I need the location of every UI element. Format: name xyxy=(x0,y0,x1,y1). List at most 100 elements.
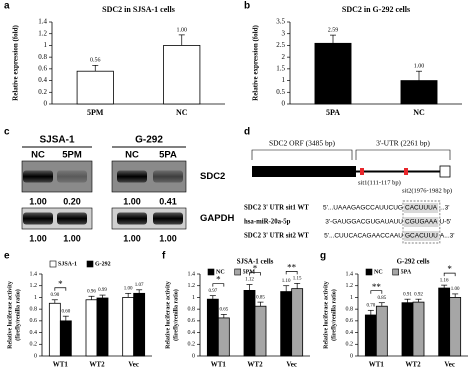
bar xyxy=(243,289,256,357)
value-label: 0.85 xyxy=(256,295,265,300)
sequence-prefix: 5'...CUUCACAGAACCAAU xyxy=(324,233,403,240)
y-tick-label: 0.8 xyxy=(38,53,47,61)
value-label: 0.56 xyxy=(90,58,101,64)
x-tick-label: WT1 xyxy=(53,361,69,369)
y-tick-label: 0.6 xyxy=(38,64,47,72)
value-label: 0.91 xyxy=(403,292,412,297)
x-tick-label: Vec xyxy=(286,361,297,369)
panel-label: a xyxy=(4,1,10,12)
value-label: 0.60 xyxy=(61,309,70,314)
bar xyxy=(133,292,146,357)
value-label: 1.15 xyxy=(293,277,302,282)
y-tick-label: 1 xyxy=(350,295,353,301)
sequence-seed: GCACUUU xyxy=(405,233,438,240)
bar xyxy=(206,298,219,357)
significance-label: * xyxy=(253,264,258,274)
y-tick-label: 1.2 xyxy=(188,283,196,289)
legend-label: NC xyxy=(374,269,383,275)
panel-label: b xyxy=(244,1,250,12)
bar xyxy=(254,305,267,357)
y-tick-label: 3.5 xyxy=(276,18,285,26)
error-bar xyxy=(99,294,106,299)
y-tick-label: 1.4 xyxy=(30,271,38,277)
y-tick-label: 0.6 xyxy=(346,318,354,324)
legend-swatch xyxy=(49,260,57,268)
bar xyxy=(59,320,72,357)
x-tick-label: Vec xyxy=(444,361,455,369)
bar xyxy=(48,302,61,357)
legend-swatch xyxy=(86,260,94,268)
error-bar xyxy=(257,301,264,307)
y-tick-label: 2.5 xyxy=(276,41,285,49)
value-label: 0.70 xyxy=(366,303,375,308)
error-bar xyxy=(330,34,336,44)
value-label: 1.00 xyxy=(451,287,460,292)
value-label: 0.65 xyxy=(219,308,228,313)
y-tick-label: 1 xyxy=(192,295,195,301)
error-bar xyxy=(246,284,253,291)
orf-bracket xyxy=(251,149,353,160)
y-axis-label: Relative expression (fold) xyxy=(252,24,260,100)
value-label: 0.85 xyxy=(377,296,386,301)
blot-band xyxy=(117,212,147,225)
bar xyxy=(163,45,201,105)
significance-bracket xyxy=(285,271,298,275)
error-bar xyxy=(294,283,301,289)
bar xyxy=(401,302,414,357)
y-axis-label: (firefly/renilla ratio) xyxy=(172,289,179,341)
legend-swatch xyxy=(365,268,373,276)
bar xyxy=(96,297,109,357)
error-bar xyxy=(416,70,422,81)
seed-highlight xyxy=(404,231,439,241)
x-tick-label: WT2 xyxy=(89,361,105,369)
sequence-suffix: A...3' xyxy=(440,233,455,240)
y-tick-label: 1 xyxy=(44,41,48,49)
row-name: hsa-miR-20a-5p xyxy=(244,219,291,226)
y-tick-label: 0.2 xyxy=(38,88,47,96)
panel-label: f xyxy=(162,251,166,262)
blot-band xyxy=(153,170,183,183)
panel-label: e xyxy=(4,251,10,262)
bar xyxy=(280,291,293,357)
error-bar xyxy=(220,314,227,318)
legend-label: SJSA-1 xyxy=(58,261,77,267)
protein-label: SDC2 xyxy=(200,171,225,182)
blot-band xyxy=(57,212,87,225)
significance-bracket xyxy=(212,283,225,287)
error-bar xyxy=(51,299,58,304)
value-label: 1.07 xyxy=(135,283,144,288)
value-label: 1.00 xyxy=(124,286,133,291)
band-level: 1.00 xyxy=(29,233,47,243)
value-label: 0.96 xyxy=(87,289,96,294)
chart-title: G-292 cells xyxy=(397,258,430,266)
blot-band xyxy=(23,212,53,225)
legend-swatch xyxy=(207,268,215,276)
y-tick-label: 1.2 xyxy=(38,29,47,37)
y-tick-label: 0 xyxy=(282,100,286,108)
bar xyxy=(449,297,462,357)
y-axis-label: (firefly/renilla ratio) xyxy=(14,289,21,341)
panel-label: g xyxy=(320,251,326,262)
y-tick-label: 1.4 xyxy=(346,271,354,277)
error-bar xyxy=(283,285,290,292)
band-level: 1.00 xyxy=(123,233,141,243)
value-label: 2.59 xyxy=(328,27,339,33)
x-tick-label: WT1 xyxy=(211,361,227,369)
lane-label: NC xyxy=(31,150,45,161)
y-tick-label: 0.4 xyxy=(188,330,196,336)
y-tick-label: 0.2 xyxy=(188,342,196,348)
legend-swatch xyxy=(392,268,399,276)
error-bar xyxy=(441,284,448,289)
site1-marker xyxy=(360,168,364,175)
y-tick-label: 3 xyxy=(282,29,286,37)
x-tick-label: Vec xyxy=(128,361,139,369)
utr-bracket xyxy=(355,149,451,160)
y-axis-label: Relative expression (fold) xyxy=(12,24,20,100)
seed-box xyxy=(402,200,441,244)
legend-swatch xyxy=(234,268,241,276)
y-tick-label: 1.4 xyxy=(38,18,47,26)
orf-label: SDC2 ORF (3485 bp) xyxy=(269,139,336,148)
value-label: 0.97 xyxy=(208,289,217,294)
utr-label: 3'-UTR (2261 bp) xyxy=(376,139,430,148)
